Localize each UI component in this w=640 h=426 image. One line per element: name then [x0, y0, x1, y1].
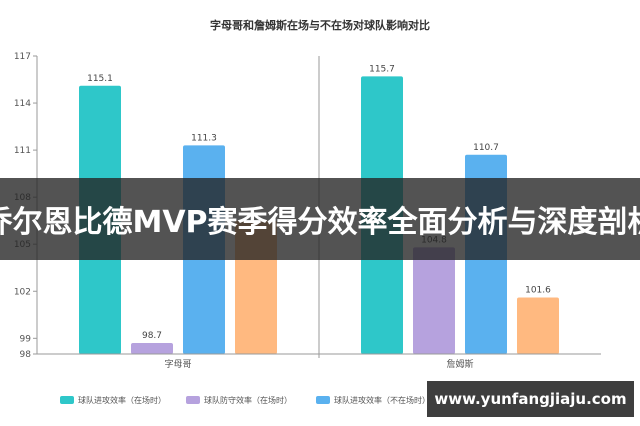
- y-tick-label: 98: [20, 350, 32, 360]
- headline-text: 乔尔恩比德MVP赛季得分效率全面分析与深度剖析: [0, 205, 640, 240]
- data-label: 110.7: [473, 143, 499, 153]
- watermark-badge: www.yunfangjiaju.com: [427, 381, 634, 417]
- data-label: 115.1: [87, 74, 113, 84]
- y-tick-label: 102: [14, 287, 31, 297]
- legend-swatch: [60, 396, 74, 404]
- bar-1-2: [131, 343, 173, 354]
- legend-swatch: [186, 396, 200, 404]
- chart-title: 字母哥和詹姆斯在场与不在场对球队影响对比: [210, 18, 430, 32]
- legend-label: 球队防守效率（在场时）: [204, 395, 292, 405]
- legend-label: 球队进攻效率（不在场时）: [334, 395, 430, 405]
- legend-swatch: [316, 396, 330, 404]
- y-tick-label: 99: [20, 334, 32, 344]
- y-tick-label: 117: [14, 52, 31, 62]
- bar-2-4: [517, 297, 559, 354]
- category-label: 詹姆斯: [446, 358, 473, 370]
- y-tick-label: 111: [14, 146, 31, 156]
- data-label: 111.3: [191, 133, 217, 143]
- category-label: 字母哥: [164, 358, 191, 370]
- y-tick-label: 114: [14, 99, 31, 109]
- data-label: 115.7: [369, 64, 395, 74]
- bar-2-2: [413, 247, 455, 354]
- data-label: 98.7: [142, 331, 162, 341]
- legend-label: 球队进攻效率（在场时）: [78, 395, 166, 405]
- headline-banner: 乔尔恩比德MVP赛季得分效率全面分析与深度剖析: [0, 178, 640, 260]
- watermark-text: www.yunfangjiaju.com: [434, 390, 627, 408]
- data-label: 101.6: [525, 286, 551, 296]
